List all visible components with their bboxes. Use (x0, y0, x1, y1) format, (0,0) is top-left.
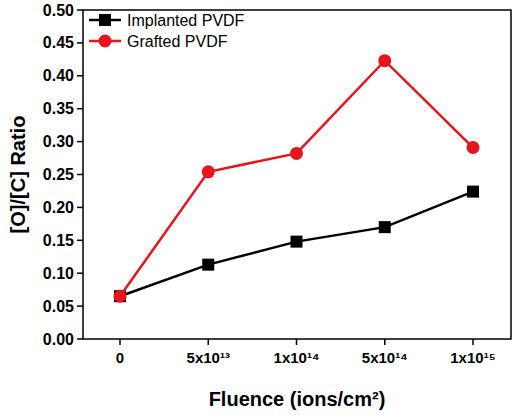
legend-marker (99, 14, 111, 26)
legend: Implanted PVDF Grafted PVDF (89, 12, 245, 50)
y-tick (77, 9, 83, 11)
series-line (120, 192, 473, 297)
y-tick-label: 0.30 (43, 133, 74, 150)
x-tick (472, 339, 474, 345)
data-point (114, 290, 127, 303)
x-tick-label: 5x10¹³ (187, 349, 230, 366)
x-tick (208, 339, 210, 345)
legend-label: Implanted PVDF (127, 12, 245, 29)
y-tick (77, 108, 83, 110)
data-point (378, 54, 391, 67)
x-tick-label: 1x10¹⁵ (450, 349, 495, 366)
y-axis-label: [O]/[C] Ratio (7, 116, 29, 234)
x-tick (119, 339, 121, 345)
y-tick-label: 0.20 (43, 199, 74, 216)
y-tick-label: 0.15 (43, 232, 74, 249)
series-line (120, 61, 473, 297)
y-tick (77, 75, 83, 77)
data-point (467, 186, 479, 198)
y-tick (77, 141, 83, 143)
chart-container: 0.00 0.05 0.10 0.15 0.20 0.25 0.30 0.35 0.40 0.45… (0, 0, 521, 417)
y-tick-label: 0.40 (43, 67, 74, 84)
plot-area (114, 54, 480, 303)
y-tick-label: 0.50 (43, 2, 74, 19)
x-tick (296, 339, 298, 345)
legend-label: Grafted PVDF (127, 33, 228, 50)
data-point (114, 290, 126, 302)
y-tick-label: 0.35 (43, 100, 74, 117)
data-point (202, 259, 214, 271)
chart: 0.00 0.05 0.10 0.15 0.20 0.25 0.30 0.35 0.40 0.45… (0, 0, 521, 417)
x-axis-label: Fluence (ions/cm²) (209, 388, 386, 410)
legend-marker (99, 35, 112, 48)
y-tick-label: 0.10 (43, 265, 74, 282)
y-tick (77, 42, 83, 44)
y-tick-label: 0.00 (43, 331, 74, 348)
y-tick (77, 305, 83, 307)
data-point (467, 141, 480, 154)
data-point (291, 236, 303, 248)
data-point (290, 147, 303, 160)
plot-frame (83, 10, 511, 339)
data-point (379, 221, 391, 233)
y-tick-label: 0.45 (43, 34, 74, 51)
x-tick-label: 1x10¹⁴ (274, 349, 320, 366)
y-tick (77, 174, 83, 176)
y-tick-label: 0.25 (43, 166, 74, 183)
y-tick-label: 0.05 (43, 298, 74, 315)
y-tick (77, 240, 83, 242)
x-tick-label: 0 (116, 349, 124, 366)
y-tick (77, 272, 83, 274)
data-point (202, 165, 215, 178)
y-tick (77, 338, 83, 340)
y-tick (77, 207, 83, 209)
x-tick-label: 5x10¹⁴ (362, 349, 408, 366)
x-tick (384, 339, 386, 345)
